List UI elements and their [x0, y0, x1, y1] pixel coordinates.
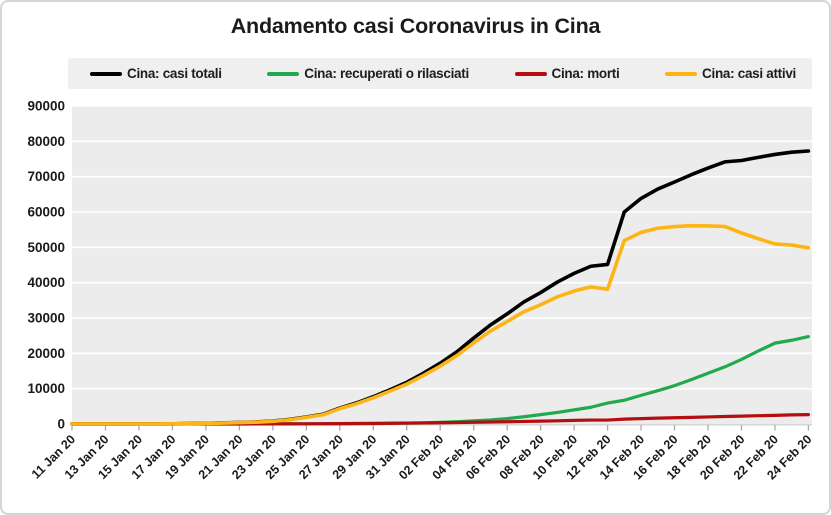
y-tick-label: 0 [57, 417, 65, 432]
y-tick-label: 70000 [27, 169, 65, 184]
legend-item-2: Cina: recuperati o rilasciati [267, 66, 469, 81]
y-tick-label: 60000 [27, 205, 65, 220]
y-tick-label: 90000 [27, 99, 65, 114]
legend-label: Cina: morti [551, 66, 620, 81]
chart-legend: Cina: casi totali Cina: recuperati o rila… [68, 58, 812, 89]
chart-title: Andamento casi Coronavirus in Cina [230, 14, 601, 38]
y-tick-label: 40000 [27, 275, 65, 290]
legend-swatch-icon [90, 71, 122, 76]
legend-item-3: Cina: morti [514, 66, 620, 81]
legend-item-4: Cina: casi attivi [665, 66, 796, 81]
y-tick-label: 10000 [27, 381, 65, 396]
y-tick-label: 80000 [27, 134, 65, 149]
series-line-4 [70, 223, 811, 426]
legend-label: Cina: casi attivi [702, 66, 796, 81]
plot-area [72, 106, 812, 424]
legend-swatch-icon [514, 71, 547, 76]
y-tick-label: 30000 [27, 311, 65, 326]
legend-label: Cina: casi totali [127, 66, 222, 81]
legend-swatch-icon [665, 71, 698, 76]
y-tick-label: 50000 [27, 240, 65, 255]
legend-swatch-icon [267, 71, 300, 76]
legend-item-1: Cina: casi totali [90, 66, 222, 81]
y-tick-label: 20000 [27, 346, 65, 361]
legend-label: Cina: recuperati o rilasciati [304, 66, 469, 81]
